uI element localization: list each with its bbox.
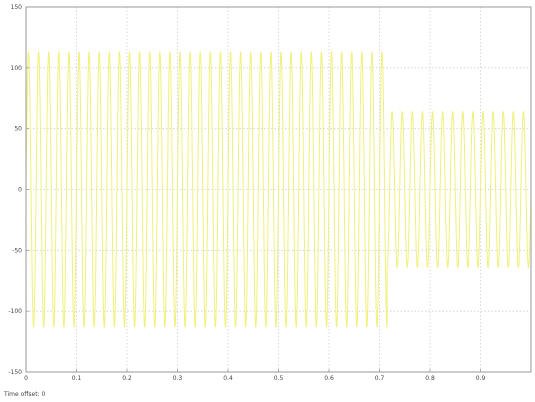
time-offset-readout: Time offset: 0 bbox=[4, 391, 45, 398]
x-axis-ticks: 0 0.1 0.2 0.3 0.4 0.5 0.6 0.7 0.8 0.9 bbox=[24, 369, 485, 382]
y-tick-label: 0 bbox=[18, 187, 22, 194]
y-tick-label: -50 bbox=[12, 247, 22, 254]
x-tick-label: 0.8 bbox=[425, 375, 435, 382]
x-tick-label: 0.6 bbox=[324, 375, 334, 382]
scope-plot: 150 100 50 0 -50 -100 -150 0 0.1 0.2 0.3 0.4 0.5 0.6… bbox=[8, 4, 532, 382]
x-tick-label: 0.5 bbox=[274, 375, 284, 382]
y-axis-ticks: 150 100 50 0 -50 -100 -150 bbox=[8, 4, 29, 376]
x-tick-label: 0.9 bbox=[476, 375, 486, 382]
x-tick-label: 0 bbox=[24, 375, 28, 382]
y-tick-label: -100 bbox=[8, 308, 22, 315]
time-offset-value: 0 bbox=[41, 391, 46, 398]
y-tick-label: 50 bbox=[14, 126, 22, 133]
y-tick-label: -150 bbox=[8, 369, 22, 376]
x-tick-label: 0.7 bbox=[375, 375, 385, 382]
signal-trace-0 bbox=[25, 51, 532, 329]
x-tick-label: 0.4 bbox=[223, 375, 233, 382]
y-tick-label: 100 bbox=[11, 65, 23, 72]
x-tick-label: 0.1 bbox=[72, 375, 82, 382]
y-tick-label: 150 bbox=[11, 4, 23, 11]
x-tick-label: 0.3 bbox=[173, 375, 183, 382]
x-tick-label: 0.2 bbox=[122, 375, 132, 382]
time-offset-label: Time offset: bbox=[4, 391, 40, 398]
signal-layer bbox=[25, 51, 532, 329]
